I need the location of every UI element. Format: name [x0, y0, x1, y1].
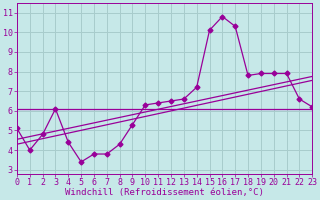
- X-axis label: Windchill (Refroidissement éolien,°C): Windchill (Refroidissement éolien,°C): [65, 188, 264, 197]
